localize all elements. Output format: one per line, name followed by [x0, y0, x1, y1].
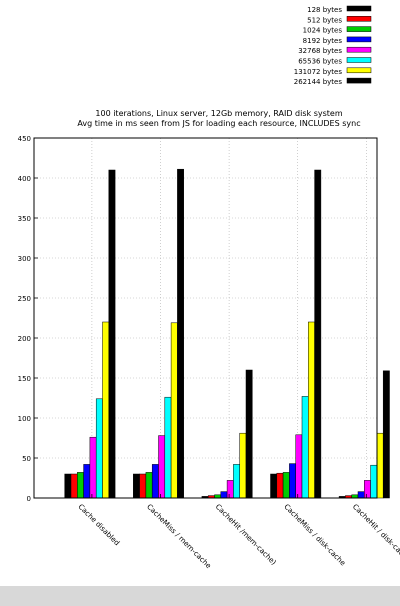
x-tick-label: CacheMiss / mem-cache: [145, 502, 214, 571]
legend-swatch: [346, 16, 372, 22]
y-tick-label: 450: [18, 135, 31, 143]
bar: [158, 435, 166, 499]
legend-swatch: [346, 36, 372, 43]
x-tick-label: CacheHit / disk-cache: [351, 502, 400, 564]
x-tick-label: Cache disabled: [76, 502, 121, 547]
bar: [301, 396, 309, 499]
y-tick-label: 300: [18, 255, 31, 263]
bar: [370, 464, 378, 499]
legend-label: 131072 bytes: [294, 68, 343, 76]
x-axis: Cache disabled CacheMiss / mem-cache Cache…: [76, 494, 400, 571]
legend-swatch: [346, 5, 372, 12]
bar: [239, 432, 247, 499]
bar: [282, 472, 290, 499]
bar: [245, 369, 253, 499]
legend-label: 512 bytes: [307, 16, 342, 24]
y-tick-label: 250: [18, 295, 31, 303]
bar: [364, 480, 371, 499]
chart-title: 100 iterations, Linux server, 12Gb memor…: [95, 109, 342, 118]
bar: [177, 168, 184, 499]
bars: [64, 168, 390, 499]
y-tick-label: 350: [18, 215, 31, 223]
bar: [308, 321, 315, 499]
bar: [357, 491, 365, 499]
bar: [64, 473, 72, 499]
legend: 128 bytes 512 bytes 1024 bytes 8192 bytes 32…: [294, 5, 372, 86]
bar: [83, 464, 91, 499]
bar: [289, 463, 296, 499]
y-tick-label: 200: [18, 335, 31, 343]
grid: [34, 138, 377, 498]
legend-label: 1024 bytes: [303, 27, 343, 35]
y-axis: 0 50 100 150 200 250 300 350 400 450: [18, 135, 38, 503]
bar: [270, 473, 278, 499]
bar: [220, 491, 228, 499]
bar: [70, 473, 78, 499]
bar: [314, 169, 322, 499]
chart-subtitle: Avg time in ms seen from JS for loading …: [77, 119, 360, 128]
legend-label: 128 bytes: [307, 6, 342, 14]
bar: [276, 472, 284, 499]
bar: [77, 472, 84, 499]
bar: [164, 396, 172, 499]
legend-swatch: [346, 77, 372, 84]
bar: [170, 322, 178, 499]
bar: [108, 169, 116, 499]
x-tick-label: CacheHit /mem-cache): [214, 502, 279, 567]
y-tick-label: 50: [22, 455, 31, 463]
bar: [133, 473, 140, 499]
bar: [102, 321, 110, 499]
y-tick-label: 100: [18, 415, 31, 423]
bar: [95, 398, 103, 499]
bar: [295, 434, 303, 499]
legend-label: 8192 bytes: [303, 37, 343, 45]
bar: [226, 480, 234, 499]
bar: [382, 370, 390, 499]
bar: [233, 464, 240, 499]
y-tick-label: 150: [18, 375, 31, 383]
y-tick-label: 0: [27, 495, 31, 503]
legend-swatch: [346, 57, 372, 63]
y-tick-label: 400: [18, 175, 31, 183]
legend-label: 65536 bytes: [298, 58, 342, 66]
legend-label: 262144 bytes: [294, 78, 343, 86]
bar: [151, 464, 159, 499]
plot-frame: [33, 137, 378, 499]
legend-label: 32768 bytes: [298, 47, 342, 55]
footer-band: [0, 586, 400, 606]
legend-swatch: [346, 26, 372, 32]
legend-swatch: [346, 67, 372, 74]
x-tick-label: CacheMiss / disk-cache: [282, 502, 348, 568]
legend-swatch: [346, 46, 372, 53]
bar: [376, 432, 384, 499]
bar: [89, 436, 97, 499]
bar: [139, 473, 147, 499]
bar: [145, 472, 153, 499]
